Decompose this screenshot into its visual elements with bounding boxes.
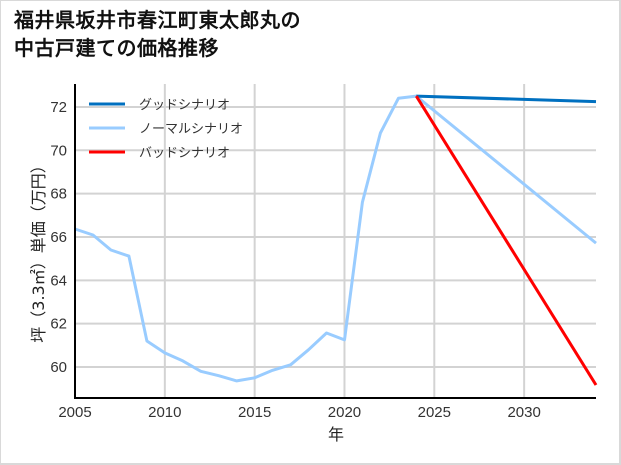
legend-label: バッドシナリオ — [139, 146, 230, 161]
series-line — [416, 94, 597, 104]
y-tick-label: 72 — [50, 99, 67, 116]
x-tick-label: 2010 — [148, 404, 181, 421]
legend-label: ノーマルシナリオ — [139, 122, 243, 137]
series-line — [415, 95, 598, 386]
y-tick-label: 66 — [50, 229, 67, 246]
axes — [74, 84, 596, 399]
x-tick-label: 2025 — [418, 404, 451, 421]
x-tick-label: 2020 — [328, 404, 361, 421]
series-line — [74, 94, 597, 383]
gridlines — [74, 84, 596, 398]
x-axis-label: 年 — [328, 425, 344, 444]
y-tick-label: 68 — [50, 186, 67, 203]
tick-labels: 60 62 64 66 68 70 72 2005 2010 2015 2020 2025 2030 — [50, 99, 541, 421]
y-tick-label: 62 — [50, 316, 67, 333]
x-tick-label: 2005 — [58, 404, 91, 421]
y-tick-label: 70 — [50, 142, 67, 159]
legend-label: グッドシナリオ — [139, 98, 230, 113]
series-lines — [74, 94, 598, 386]
x-tick-label: 2030 — [507, 404, 540, 421]
x-tick-label: 2015 — [238, 404, 271, 421]
y-tick-label: 60 — [50, 359, 67, 376]
y-tick-label: 64 — [50, 272, 67, 289]
chart-title-line1: 福井県坂井市春江町東太郎丸の — [14, 8, 301, 32]
chart-title-line2: 中古戸建ての価格推移 — [14, 36, 219, 60]
y-axis-label: 坪（3.3㎡）単価（万円） — [29, 157, 48, 342]
chart-title: 福井県坂井市春江町東太郎丸の 中古戸建ての価格推移 — [14, 6, 301, 62]
